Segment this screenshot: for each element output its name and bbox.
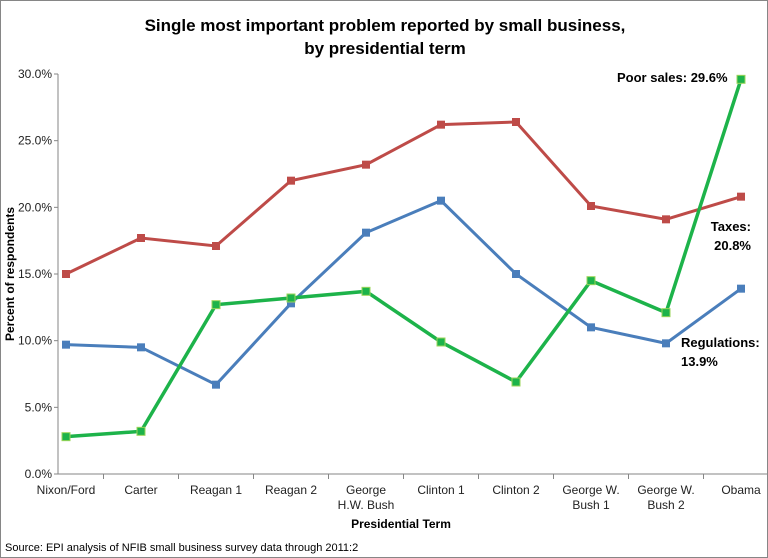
data-point-regulations [512,270,520,278]
y-tick-label: 20.0% [18,200,52,214]
data-point-poor-sales [286,293,296,303]
data-point-regulations [737,284,745,293]
series-regulations [62,196,745,389]
data-point-regulations [62,340,70,349]
y-tick-label: 0.0% [25,467,53,481]
annotation-poor-sales: Poor sales: 29.6% [617,70,728,85]
data-point-poor-sales [736,74,746,84]
data-point-taxes [62,270,70,278]
y-tick-label: 30.0% [18,67,52,81]
series-line-regulations [65,198,742,387]
y-tick-label: 15.0% [18,267,52,281]
y-axis-label: Percent of respondents [3,207,17,341]
x-tick-label: Carter [124,483,157,497]
x-tick-label: Reagan 1 [190,483,242,497]
data-point-regulations [212,380,220,389]
x-tick-label: Clinton 2 [492,483,540,497]
data-point-taxes [662,215,670,224]
data-point-taxes [587,202,595,210]
series-poor-sales [61,74,746,442]
series-taxes [62,118,745,278]
x-tick-label: Reagan 2 [265,483,317,497]
annotation-regulations: Regulations: 13.9% [681,335,760,369]
data-point-poor-sales [136,426,146,436]
x-tick-label: Nixon/Ford [37,483,96,497]
data-point-poor-sales [586,276,596,286]
data-point-poor-sales [661,308,671,318]
data-point-regulations [362,228,370,237]
y-tick-label: 5.0% [25,400,53,414]
data-point-regulations [287,299,295,308]
x-tick-label: George H.W. Bush [338,483,395,512]
data-point-poor-sales [61,432,71,442]
x-tick-label: George W. Bush 1 [562,483,619,512]
data-point-regulations [587,323,595,332]
data-point-poor-sales [511,377,521,387]
annotation-taxes: Taxes: 20.8% [711,219,752,253]
data-point-poor-sales [436,337,446,347]
data-point-taxes [437,120,445,129]
data-point-poor-sales [211,300,221,310]
data-point-poor-sales [361,286,371,296]
y-tick-label: 10.0% [18,334,52,348]
data-point-taxes [137,234,145,242]
x-tick-label: Clinton 1 [417,483,465,497]
chart-title-line2: by presidential term [304,39,466,58]
x-tick-label: Obama [721,483,761,497]
y-tick-label: 25.0% [18,134,52,148]
data-point-taxes [287,176,295,185]
chart-title: Single most important problem reported b… [145,16,626,35]
series-line-poor-sales [65,78,743,439]
data-point-taxes [512,118,520,126]
data-point-taxes [737,192,745,201]
data-point-regulations [137,343,145,352]
data-point-taxes [362,160,370,169]
series-line-taxes [65,120,742,276]
data-point-regulations [662,339,670,348]
data-point-regulations [437,196,445,205]
x-tick-label: George W. Bush 2 [637,483,694,512]
source-note: Source: EPI analysis of NFIB small busin… [5,542,358,554]
x-axis-label: Presidential Term [351,517,451,531]
data-point-taxes [212,242,220,250]
